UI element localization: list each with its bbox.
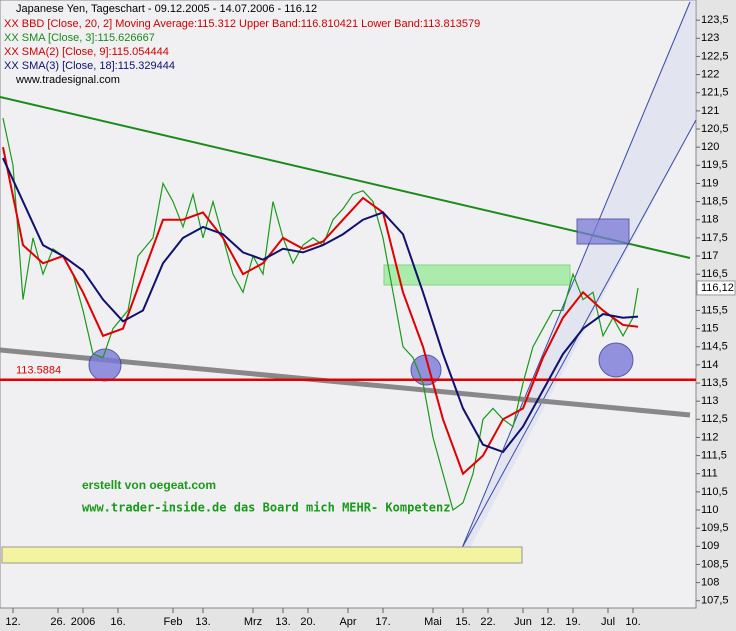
x-tick-label: 20.	[300, 616, 315, 628]
x-tick-label: Feb	[164, 616, 183, 628]
y-tick-label: 108	[701, 577, 719, 589]
y-tick-label: 107,5	[701, 595, 729, 607]
y-tick-label: 118	[701, 214, 719, 226]
series-line	[2, 146, 639, 476]
legend-entry: XX SMA(3) [Close, 18]:115.329444	[4, 60, 175, 72]
y-tick-label: 112	[701, 431, 719, 443]
legend-entry: XX SMA [Close, 3]:115.626667	[4, 32, 155, 44]
annotation: www.trader-inside.de das Board mich MEHR…	[82, 501, 450, 515]
marker-circle	[598, 342, 634, 378]
x-tick-label: 2006	[71, 616, 95, 628]
y-tick-label: 121	[701, 105, 719, 117]
last-price-box	[696, 280, 736, 296]
x-tick-label: 12.	[5, 616, 20, 628]
series-line	[2, 157, 639, 454]
zone	[1, 546, 523, 564]
y-tick-label: 120,5	[701, 123, 729, 135]
x-tick-label: Jun	[514, 616, 532, 628]
y-tick-label: 121,5	[701, 87, 729, 99]
y-tick-label: 111,5	[701, 449, 727, 461]
y-tick-label: 115	[701, 322, 719, 334]
y-tick-label: 117	[701, 250, 719, 262]
support-label: 113.5884	[16, 365, 61, 377]
zone	[383, 264, 571, 286]
last-price-label: 116,12	[701, 282, 734, 294]
x-tick-label: Jul	[601, 616, 615, 628]
y-tick-label: 122	[701, 68, 719, 80]
y-tick-label: 114,5	[701, 341, 728, 353]
y-tick-label: 117,5	[701, 232, 728, 244]
resistance-line	[0, 96, 691, 259]
zone	[576, 218, 630, 245]
y-tick-label: 108,5	[701, 558, 729, 570]
y-tick-label: 119,5	[701, 159, 728, 171]
y-tick-label: 115,5	[701, 304, 728, 316]
series-line	[2, 117, 639, 512]
y-tick-label: 111	[701, 468, 718, 480]
plot-area	[0, 0, 697, 609]
x-tick-label: 16.	[110, 616, 125, 628]
y-tick-label: 123	[701, 32, 719, 44]
x-tick-label: 22.	[480, 616, 495, 628]
y-tick-label: 109	[701, 540, 719, 552]
x-tick-label: 13.	[195, 616, 210, 628]
x-tick-label: 10.	[625, 616, 640, 628]
y-tick-label: 114	[701, 359, 719, 371]
channel	[462, 0, 696, 548]
x-tick-label: Apr	[339, 616, 356, 628]
y-tick-label: 120	[701, 141, 719, 153]
x-tick-label: 19.	[565, 616, 580, 628]
legend-entry: XX SMA(2) [Close, 9]:115.054444	[4, 46, 169, 58]
y-tick-label: 122,5	[701, 50, 729, 62]
x-tick-label: Mai	[424, 616, 442, 628]
y-tick-label: 113	[701, 395, 719, 407]
y-tick-label: 110	[701, 504, 719, 516]
y-tick-label: 109,5	[701, 522, 729, 534]
annotation: erstellt von oegeat.com	[82, 478, 216, 492]
legend-entry: www.tradesignal.com	[15, 74, 120, 86]
x-tick-label: 12.	[540, 616, 555, 628]
x-tick-label: 26.	[50, 616, 65, 628]
y-tick-label: 112,5	[701, 413, 728, 425]
x-tick-label: 13.	[275, 616, 290, 628]
y-tick-label: 123,5	[701, 14, 729, 26]
legend: Japanese Yen, Tageschart - 09.12.2005 - …	[4, 3, 480, 86]
channel-line	[461, 1, 691, 549]
y-tick-label: 110,5	[701, 486, 728, 498]
x-tick-label: 17.	[375, 616, 390, 628]
y-tick-label: 118,5	[701, 195, 728, 207]
y-tick-label: 119	[701, 177, 719, 189]
x-tick-label: 15.	[455, 616, 470, 628]
y-tick-label: 116,5	[701, 268, 728, 280]
x-tick-label: Mrz	[244, 616, 262, 628]
chart-title: Japanese Yen, Tageschart - 09.12.2005 - …	[16, 3, 317, 15]
y-tick-label: 113,5	[701, 377, 728, 389]
legend-entry: XX BBD [Close, 20, 2] Moving Average:115…	[4, 18, 480, 30]
